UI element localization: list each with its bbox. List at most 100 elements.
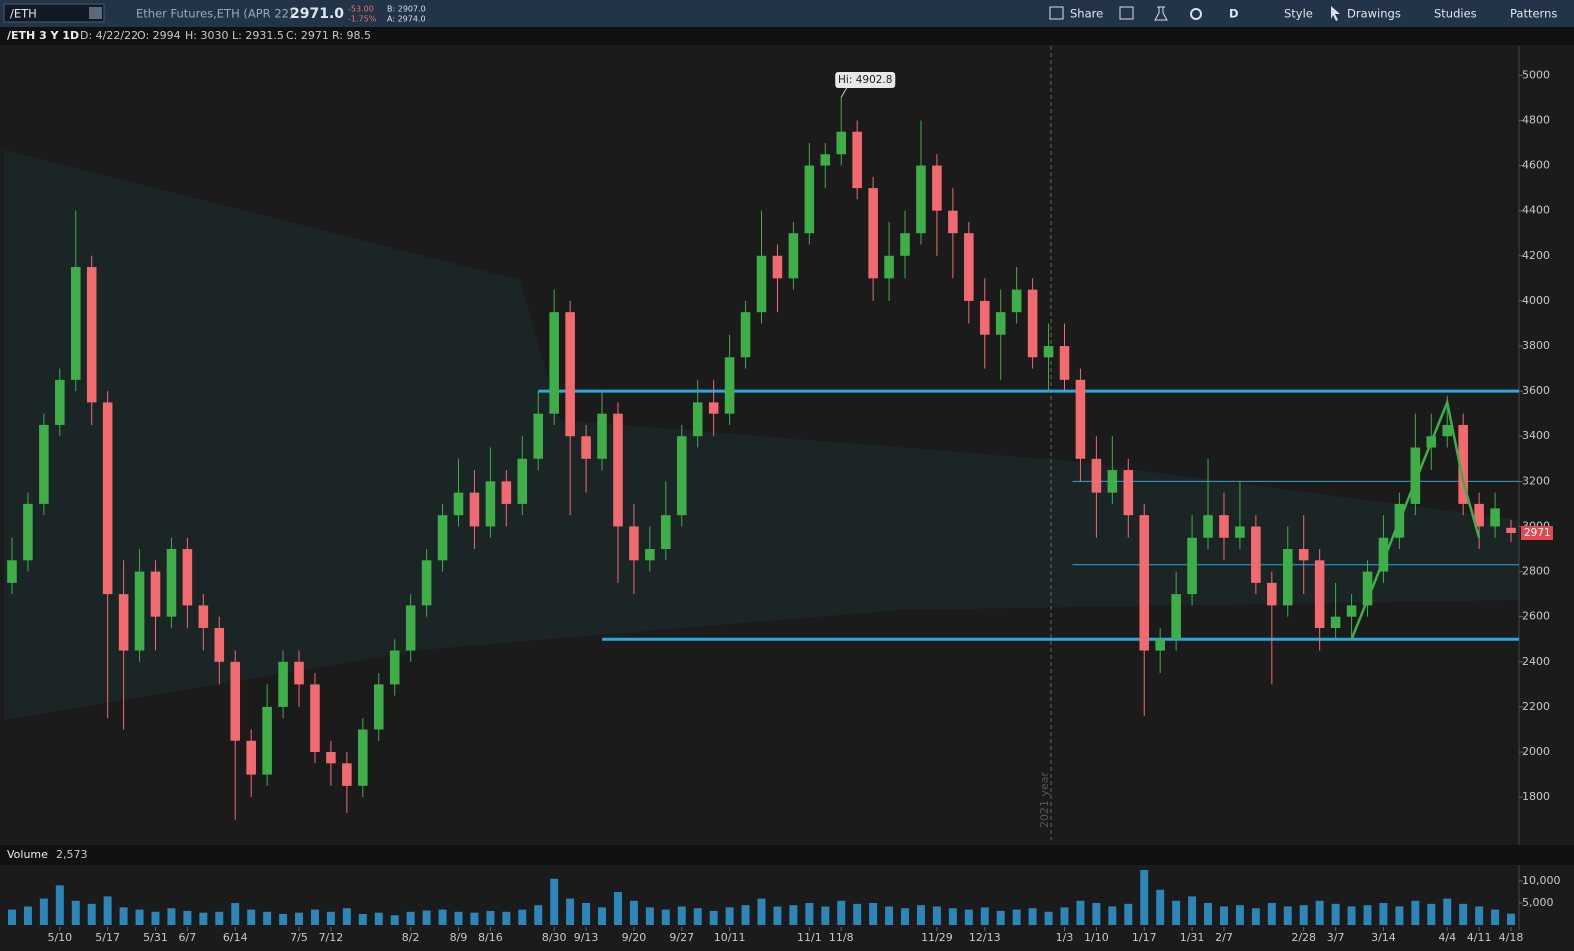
candle-body (262, 706, 272, 775)
volume-bar (598, 907, 607, 925)
volume-bar (1251, 908, 1260, 925)
style-button[interactable]: Style (1284, 7, 1313, 21)
candle-body (182, 549, 193, 606)
volume-bar (550, 878, 559, 925)
candle-body (39, 424, 49, 504)
candle-body (389, 650, 400, 685)
info-chart: /ETH 3 Y 1D (7, 29, 79, 42)
volume-bar (1204, 902, 1213, 925)
volume-bar (1459, 903, 1468, 925)
volume-bar (789, 905, 798, 925)
volume-bar (199, 912, 208, 925)
candle-body (772, 255, 783, 279)
volume-bar (279, 913, 288, 925)
aggregation-button[interactable]: D (1229, 7, 1239, 21)
x-tick-label: 8/9 (450, 931, 468, 944)
y-tick-label: 4000 (1522, 294, 1550, 307)
volume-bar (821, 906, 830, 925)
x-tick-label: 9/27 (669, 931, 694, 944)
volume-bar (964, 909, 973, 925)
settings-icon[interactable] (1190, 8, 1202, 20)
volume-bar (677, 906, 686, 925)
volume-bar (1315, 900, 1324, 925)
candle-body (1410, 447, 1421, 504)
y-tick-label: 4800 (1522, 113, 1550, 126)
volume-bar (980, 907, 989, 925)
last-price-label: 2971 (1524, 527, 1551, 539)
share-button[interactable]: Share (1070, 7, 1103, 21)
y-tick-label: 2200 (1522, 700, 1550, 713)
x-tick-label: 8/16 (478, 931, 503, 944)
volume-bar (534, 905, 543, 925)
patterns-button[interactable]: Patterns (1510, 7, 1557, 21)
volume-bar (709, 910, 718, 925)
volume-bar (23, 906, 32, 925)
volume-bar (390, 915, 399, 925)
ask: A: 2974.0 (387, 15, 426, 24)
candle-body (661, 515, 671, 550)
x-tick-label: 4/11 (1467, 931, 1492, 944)
candle-body (995, 312, 1006, 335)
volume-bar (1124, 903, 1133, 925)
info-high: H: 3030 (185, 29, 228, 42)
candle-body (1235, 526, 1245, 538)
volume-bar (741, 905, 750, 925)
x-tick-label: 11/8 (829, 931, 854, 944)
info-date: D: 4/22/22 (80, 29, 138, 42)
candle-body (1011, 289, 1022, 313)
candle-body (932, 165, 942, 211)
volume-bar (1395, 906, 1404, 925)
candle-body (278, 661, 288, 707)
candle-body (676, 436, 687, 516)
grid-icon[interactable] (1119, 6, 1134, 20)
volume-bar (1299, 905, 1308, 925)
candle-body (1251, 526, 1261, 583)
info-items: /ETH 3 Y 1D D: 4/22/22 O: 2994 H: 3030 L… (7, 29, 371, 42)
candle-body (836, 131, 847, 155)
info-low: L: 2931.5 (232, 29, 284, 42)
symbol-dropdown[interactable] (89, 7, 102, 19)
flask-icon[interactable] (1154, 6, 1168, 21)
volume-bar (103, 896, 112, 925)
x-tick-label: 4/18 (1499, 931, 1524, 944)
description: Ether Futures,ETH (APR 22) (136, 7, 293, 21)
volume-bar (566, 898, 575, 925)
change: -53.00 (348, 5, 374, 14)
volume-bar (645, 907, 654, 925)
volume-bar (693, 908, 702, 925)
candle-body (948, 210, 958, 234)
candle-body (342, 763, 352, 786)
candle-body (1059, 346, 1070, 380)
volume-bar (326, 911, 335, 925)
x-tick-label: 8/2 (402, 931, 420, 944)
last-price: 2971.0 (290, 6, 344, 22)
drawings-button[interactable]: Drawings (1347, 7, 1401, 21)
volume-tick-label: 5,000 (1522, 896, 1554, 909)
y-tick-label: 3600 (1522, 384, 1550, 397)
candle-body (1298, 549, 1309, 561)
candle-body (469, 492, 480, 527)
y-tick-label: 2000 (1522, 745, 1550, 758)
candle-body (55, 379, 65, 425)
y-tick-label: 3800 (1522, 339, 1550, 352)
candle-body (118, 594, 129, 651)
y-tick-label: 4200 (1522, 249, 1550, 262)
toolbar (0, 0, 1574, 27)
candle-body (421, 560, 432, 606)
candle-body (1346, 605, 1357, 617)
hi-pointer (840, 86, 848, 98)
volume-bar (438, 909, 447, 925)
x-tick-label: 2/28 (1291, 931, 1316, 944)
volume-bar (1060, 907, 1069, 925)
candle-body (1043, 346, 1054, 358)
candle-body (708, 402, 719, 414)
candle-body (1219, 515, 1229, 538)
symbol-box[interactable] (3, 3, 105, 23)
studies-button[interactable]: Studies (1434, 7, 1477, 21)
x-tick-label: 12/13 (969, 931, 1001, 944)
candle-body (294, 661, 304, 685)
volume-bar (263, 911, 272, 925)
volume-bar (916, 905, 925, 925)
